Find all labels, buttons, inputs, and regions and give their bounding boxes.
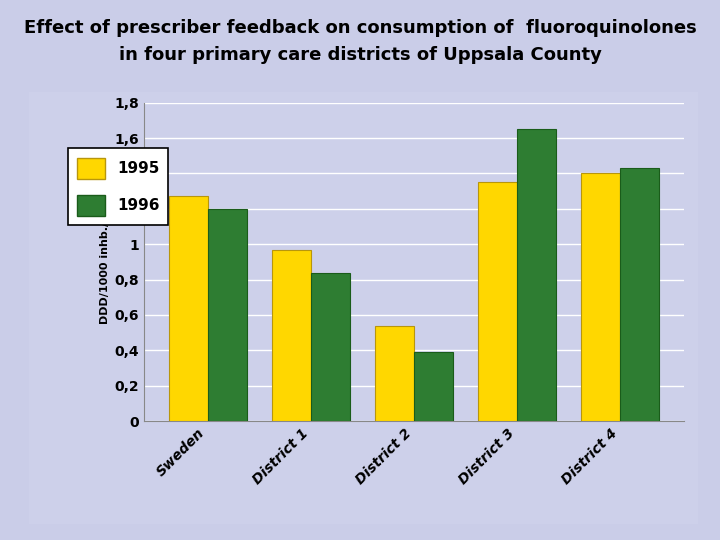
Bar: [517, 129, 557, 421]
Bar: [414, 352, 453, 421]
Bar: [208, 209, 247, 421]
Bar: [375, 326, 414, 421]
Legend: 1995, 1996: 1995, 1996: [68, 148, 168, 225]
Text: in four primary care districts of Uppsala County: in four primary care districts of Uppsal…: [119, 46, 601, 64]
Bar: [271, 249, 311, 421]
Y-axis label: DDD/1000 inhb./day: DDD/1000 inhb./day: [100, 200, 110, 324]
Bar: [311, 273, 350, 421]
Text: Effect of prescriber feedback on consumption of  fluoroquinolones: Effect of prescriber feedback on consump…: [24, 19, 696, 37]
Bar: [478, 183, 517, 421]
Bar: [581, 173, 620, 421]
Bar: [620, 168, 660, 421]
Bar: [168, 197, 208, 421]
